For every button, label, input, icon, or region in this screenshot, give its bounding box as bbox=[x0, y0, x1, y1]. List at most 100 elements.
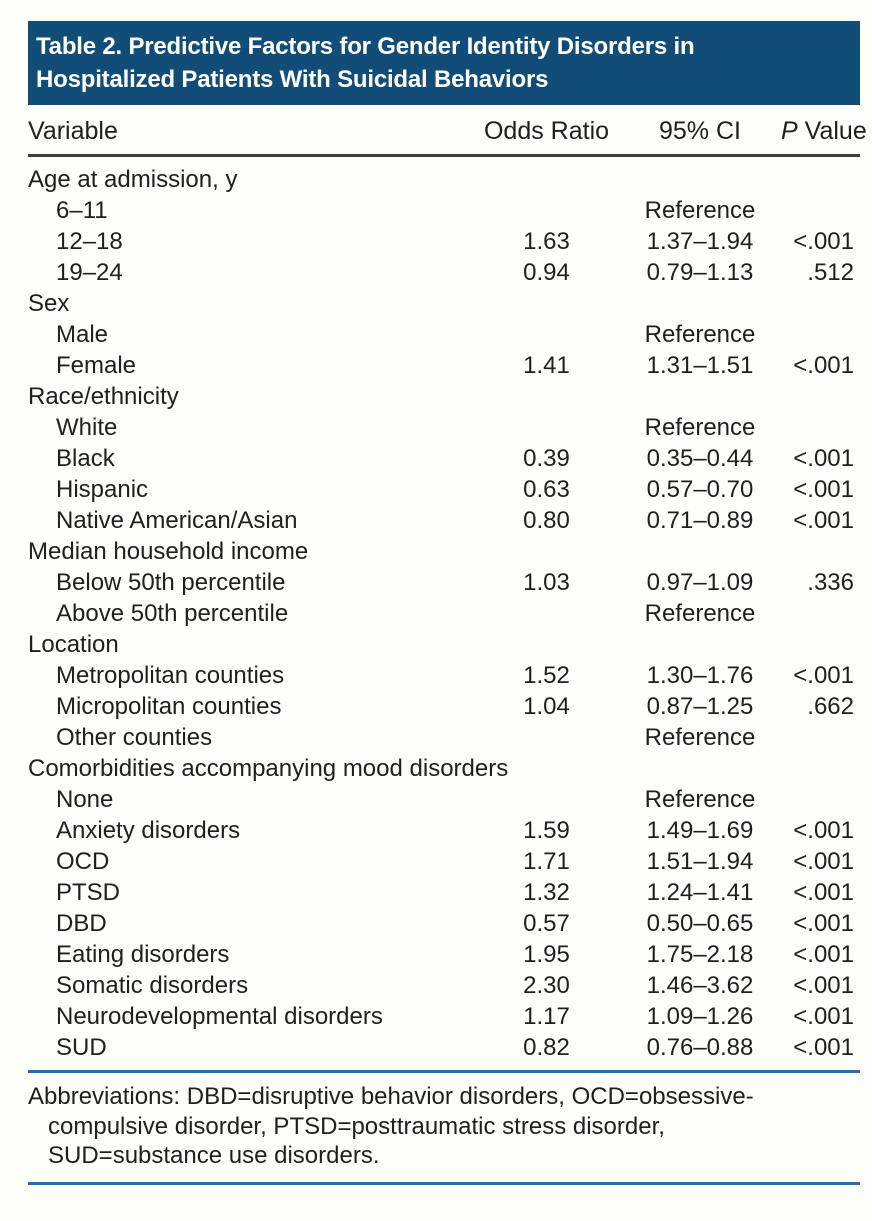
ci-cell: 0.76–0.88 bbox=[646, 1034, 754, 1061]
variable-cell: PTSD bbox=[56, 879, 121, 906]
table-row: PTSD 1.32 1.24–1.41 <.001 bbox=[28, 877, 860, 908]
p-value-cell: <.001 bbox=[793, 445, 854, 472]
odds-ratio-cell: 0.57 bbox=[523, 910, 570, 937]
table-title-line1: Table 2. Predictive Factors for Gender I… bbox=[36, 33, 695, 60]
table-title-line2: Hospitalized Patients With Suicidal Beha… bbox=[36, 66, 549, 93]
footnote-line: Abbreviations: DBD=disruptive behavior d… bbox=[28, 1083, 754, 1110]
group-label: Race/ethnicity bbox=[28, 383, 179, 410]
ci-cell: 1.37–1.94 bbox=[646, 228, 754, 255]
table-row: Anxiety disorders 1.59 1.49–1.69 <.001 bbox=[28, 815, 860, 846]
variable-cell: OCD bbox=[56, 848, 110, 875]
odds-ratio-cell: 1.17 bbox=[523, 1003, 570, 1030]
odds-ratio-cell: 0.82 bbox=[523, 1034, 570, 1061]
table-row: 19–24 0.94 0.79–1.13 .512 bbox=[28, 257, 860, 288]
p-value-cell bbox=[781, 722, 860, 753]
odds-ratio-cell: 1.41 bbox=[523, 352, 570, 379]
odds-ratio-cell: 1.71 bbox=[523, 848, 570, 875]
table-row: Below 50th percentile 1.03 0.97–1.09 .336 bbox=[28, 567, 860, 598]
p-value-cell: <.001 bbox=[793, 941, 854, 968]
table-row: Neurodevelopmental disorders 1.17 1.09–1.2… bbox=[28, 1001, 860, 1032]
odds-ratio-cell bbox=[474, 784, 619, 815]
variable-cell: SUD bbox=[56, 1034, 107, 1061]
odds-ratio-cell bbox=[474, 319, 619, 350]
variable-cell: None bbox=[56, 786, 114, 813]
variable-cell: Anxiety disorders bbox=[56, 817, 241, 844]
group-row: Median household income bbox=[28, 536, 860, 567]
table-title-band: Table 2. Predictive Factors for Gender I… bbox=[28, 21, 860, 105]
ci-cell: 1.09–1.26 bbox=[646, 1003, 754, 1030]
p-value-cell: <.001 bbox=[793, 817, 854, 844]
table-body: Age at admission, y 6–11 Reference 12–18 1.6… bbox=[28, 156, 860, 1064]
odds-ratio-cell: 1.03 bbox=[523, 569, 570, 596]
odds-ratio-cell: 0.94 bbox=[523, 259, 570, 286]
table-row: White Reference bbox=[28, 412, 860, 443]
table-row: Metropolitan counties 1.52 1.30–1.76 <.001 bbox=[28, 660, 860, 691]
ci-cell: 0.71–0.89 bbox=[646, 507, 754, 534]
table-row: Eating disorders 1.95 1.75–2.18 <.001 bbox=[28, 939, 860, 970]
table-row: Female 1.41 1.31–1.51 <.001 bbox=[28, 350, 860, 381]
group-label: Sex bbox=[28, 290, 70, 317]
p-value-cell: .336 bbox=[807, 569, 854, 596]
variable-cell: 19–24 bbox=[56, 259, 123, 286]
odds-ratio-cell: 2.30 bbox=[523, 972, 570, 999]
ci-cell: 1.24–1.41 bbox=[646, 879, 754, 906]
table-row: DBD 0.57 0.50–0.65 <.001 bbox=[28, 908, 860, 939]
table-row: Black 0.39 0.35–0.44 <.001 bbox=[28, 443, 860, 474]
variable-cell: Neurodevelopmental disorders bbox=[56, 1003, 383, 1030]
table-row: SUD 0.82 0.76–0.88 <.001 bbox=[28, 1032, 860, 1063]
footnote-line: compulsive disorder, PTSD=posttraumatic … bbox=[48, 1112, 665, 1140]
ci-cell: 0.79–1.13 bbox=[646, 259, 754, 286]
p-value-cell: <.001 bbox=[793, 972, 854, 999]
ci-cell: 1.46–3.62 bbox=[646, 972, 754, 999]
group-row: Comorbidities accompanying mood disorder… bbox=[28, 753, 860, 784]
p-value-cell bbox=[781, 784, 860, 815]
variable-cell: Below 50th percentile bbox=[56, 569, 286, 596]
ci-cell: Reference bbox=[644, 414, 756, 441]
p-value-cell: <.001 bbox=[793, 1003, 854, 1030]
ci-cell: 1.31–1.51 bbox=[646, 352, 754, 379]
ci-cell: 1.75–2.18 bbox=[646, 941, 754, 968]
odds-ratio-cell bbox=[474, 412, 619, 443]
p-value-cell: .662 bbox=[807, 693, 854, 720]
table-row: Micropolitan counties 1.04 0.87–1.25 .662 bbox=[28, 691, 860, 722]
p-value-rest: Value bbox=[797, 117, 867, 145]
p-value-cell: <.001 bbox=[793, 228, 854, 255]
table-header: Variable Odds Ratio 95% CI P Value bbox=[28, 105, 867, 157]
p-value-cell bbox=[781, 598, 860, 629]
p-value-cell: <.001 bbox=[793, 848, 854, 875]
group-row: Age at admission, y bbox=[28, 156, 860, 196]
ci-cell: 1.49–1.69 bbox=[646, 817, 754, 844]
table-row: None Reference bbox=[28, 784, 860, 815]
p-value-cell: <.001 bbox=[793, 662, 854, 689]
table-row: Somatic disorders 2.30 1.46–3.62 <.001 bbox=[28, 970, 860, 1001]
ci-cell: 0.97–1.09 bbox=[646, 569, 754, 596]
variable-cell: Somatic disorders bbox=[56, 972, 249, 999]
p-value-cell: <.001 bbox=[793, 1034, 854, 1061]
p-value-cell: .512 bbox=[807, 259, 854, 286]
table-row: Male Reference bbox=[28, 319, 860, 350]
ci-cell: 0.57–0.70 bbox=[646, 476, 754, 503]
variable-cell: Other counties bbox=[56, 724, 213, 751]
variable-cell: Female bbox=[56, 352, 137, 379]
odds-ratio-cell: 0.39 bbox=[523, 445, 570, 472]
odds-ratio-cell: 1.59 bbox=[523, 817, 570, 844]
variable-cell: 12–18 bbox=[56, 228, 123, 255]
variable-cell: Male bbox=[56, 321, 109, 348]
odds-ratio-cell: 1.52 bbox=[523, 662, 570, 689]
p-value-cell bbox=[781, 412, 860, 443]
group-label: Median household income bbox=[28, 538, 309, 565]
table-row: 12–18 1.63 1.37–1.94 <.001 bbox=[28, 226, 860, 257]
ci-cell: 0.35–0.44 bbox=[646, 445, 754, 472]
variable-cell: DBD bbox=[56, 910, 107, 937]
odds-ratio-cell: 0.63 bbox=[523, 476, 570, 503]
col-header-p-value: P Value bbox=[781, 105, 867, 157]
table-row: Other counties Reference bbox=[28, 722, 860, 753]
ci-cell: 0.87–1.25 bbox=[646, 693, 754, 720]
p-value-cell bbox=[781, 195, 860, 226]
variable-cell: Black bbox=[56, 445, 115, 472]
table-row: OCD 1.71 1.51–1.94 <.001 bbox=[28, 846, 860, 877]
ci-cell: 1.51–1.94 bbox=[646, 848, 754, 875]
variable-cell: 6–11 bbox=[56, 197, 108, 224]
col-header-odds-ratio: Odds Ratio bbox=[474, 105, 619, 157]
odds-ratio-cell bbox=[474, 195, 619, 226]
